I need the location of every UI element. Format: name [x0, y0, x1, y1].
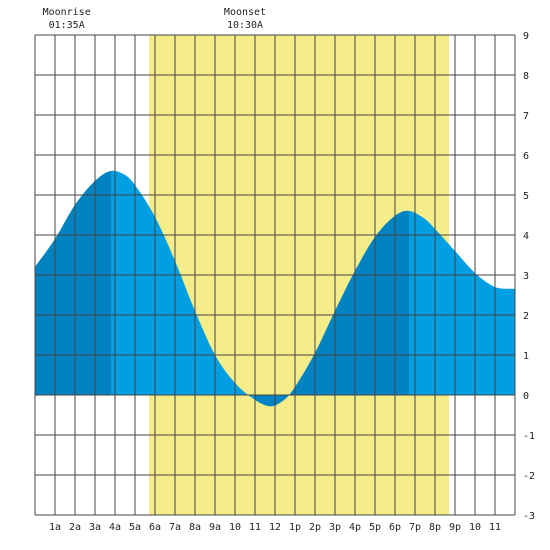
y-tick-label: -1 — [523, 431, 535, 442]
moon-event-time: 01:35A — [49, 20, 85, 31]
y-tick-label: 5 — [523, 191, 529, 202]
x-tick-label: 8p — [429, 522, 441, 533]
x-tick-label: 1a — [49, 522, 61, 533]
x-tick-label: 2a — [69, 522, 81, 533]
y-tick-label: 0 — [523, 391, 529, 402]
y-tick-label: 4 — [523, 231, 529, 242]
moon-events: Moonrise 01:35A Moonset 10:30A — [43, 7, 267, 31]
y-tick-label: 7 — [523, 111, 529, 122]
x-tick-label: 8a — [189, 522, 201, 533]
y-tick-label: 6 — [523, 151, 529, 162]
x-tick-label: 6p — [389, 522, 401, 533]
x-tick-label: 3p — [329, 522, 341, 533]
tide-area-dark-2 — [255, 395, 271, 407]
x-tick-label: 10 — [229, 522, 241, 533]
grid — [34, 34, 516, 516]
y-tick-label: -2 — [523, 471, 535, 482]
x-tick-label: 7p — [409, 522, 421, 533]
y-tick-label: 9 — [523, 31, 529, 42]
moon-event-time: 10:30A — [227, 20, 263, 31]
x-tick-label: 6a — [149, 522, 161, 533]
y-tick-label: 1 — [523, 351, 529, 362]
x-tick-label: 12 — [269, 522, 281, 533]
x-tick-label: 1p — [289, 522, 301, 533]
x-tick-label: 10 — [469, 522, 481, 533]
y-axis-ticks: -3 -2 -1 0 1 2 3 4 5 6 7 8 9 — [523, 31, 535, 522]
x-axis-ticks: 1a 2a 3a 4a 5a 6a 7a 8a 9a 10 11 12 1p 2p 3p 4p 5p 6p 7p 8p… — [49, 522, 501, 533]
x-tick-label: 5a — [129, 522, 141, 533]
y-tick-label: 3 — [523, 271, 529, 282]
x-tick-label: 2p — [309, 522, 321, 533]
y-tick-label: 2 — [523, 311, 529, 322]
y-tick-label: -3 — [523, 511, 535, 522]
x-tick-label: 7a — [169, 522, 181, 533]
moon-event-label: Moonset — [224, 7, 266, 18]
x-tick-label: 9a — [209, 522, 221, 533]
x-tick-label: 11 — [249, 522, 261, 533]
x-tick-label: 3a — [89, 522, 101, 533]
x-tick-label: 4p — [349, 522, 361, 533]
x-tick-label: 5p — [369, 522, 381, 533]
y-tick-label: 8 — [523, 71, 529, 82]
x-tick-label: 4a — [109, 522, 121, 533]
x-tick-label: 11 — [489, 522, 501, 533]
x-tick-label: 9p — [449, 522, 461, 533]
tide-area-dark-1 — [35, 171, 111, 395]
moon-event-label: Moonrise — [43, 7, 91, 18]
